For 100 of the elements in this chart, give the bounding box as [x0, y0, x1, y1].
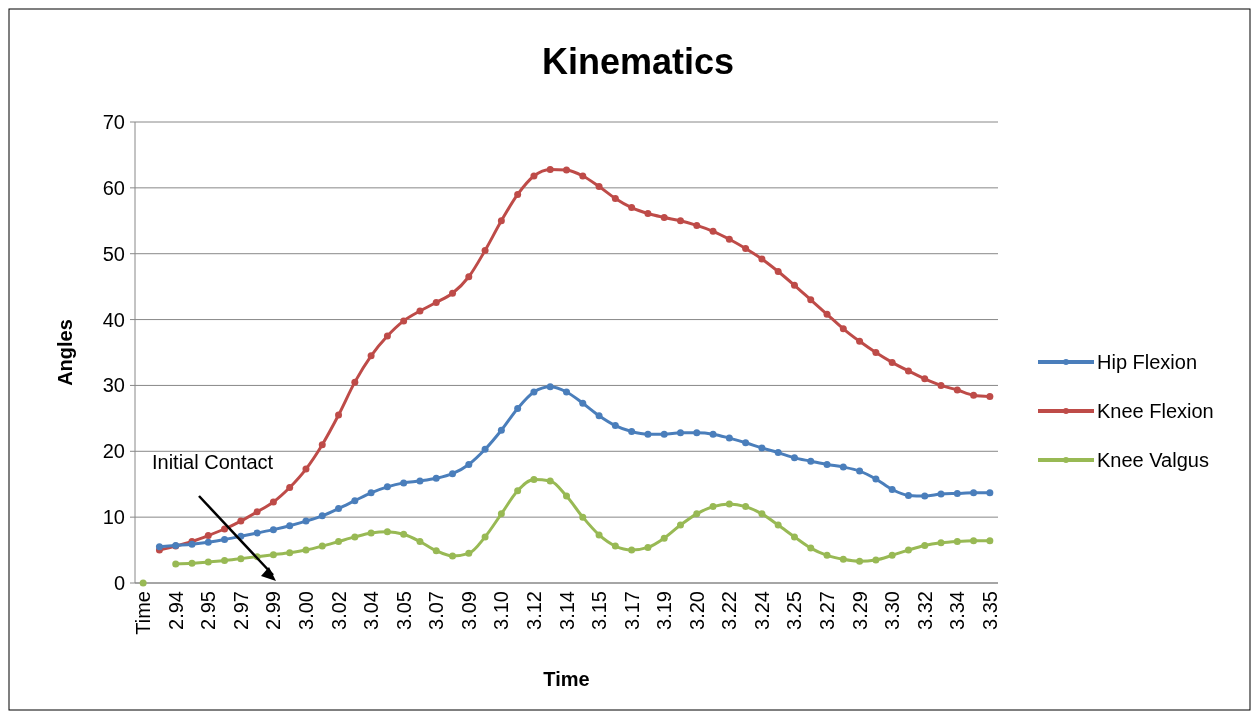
legend-label: Knee Valgus [1097, 449, 1209, 471]
point [514, 190, 522, 198]
point [676, 217, 684, 225]
point [269, 498, 277, 506]
point [839, 463, 847, 471]
point [709, 227, 717, 235]
y-tick-label: 30 [102, 374, 125, 397]
point [709, 430, 717, 438]
point [318, 542, 326, 550]
point [611, 542, 619, 550]
point [563, 492, 570, 500]
point [790, 533, 798, 541]
chart-title: Kinematics [541, 41, 735, 82]
point [644, 210, 652, 218]
point [953, 386, 961, 394]
point [742, 244, 750, 252]
point [416, 538, 424, 546]
x-tick-label: 3.34 [946, 591, 969, 630]
point [856, 557, 864, 565]
point [221, 525, 229, 533]
y-tick-label: 40 [102, 308, 125, 331]
point [644, 543, 652, 551]
point [367, 529, 375, 537]
point [644, 430, 652, 438]
point [693, 429, 701, 437]
point [807, 296, 815, 304]
x-tick-label: 3.27 [816, 591, 839, 630]
point [823, 551, 831, 559]
point [888, 551, 896, 559]
point [758, 444, 766, 452]
point [921, 541, 929, 549]
point [904, 491, 912, 499]
point [253, 508, 261, 516]
point [351, 378, 359, 386]
point [628, 428, 636, 436]
point [432, 298, 440, 306]
point [481, 445, 489, 453]
point [383, 332, 391, 340]
point [888, 358, 896, 366]
x-tick-label: 2.95 [197, 591, 220, 630]
point [351, 497, 359, 505]
point [318, 441, 326, 449]
point [807, 457, 815, 465]
x-tick-label: 3.32 [913, 591, 936, 630]
point [595, 412, 603, 420]
point [839, 555, 847, 563]
point [904, 367, 912, 375]
point [188, 559, 196, 567]
x-tick-label: 3.04 [360, 591, 383, 630]
x-tick-label: Time [132, 591, 155, 635]
y-tick-label: 0 [113, 572, 125, 594]
x-tick-label: 2.97 [229, 591, 252, 630]
point [872, 349, 880, 356]
point [367, 489, 375, 497]
point [269, 526, 277, 534]
point [530, 172, 538, 180]
y-tick-label: 10 [102, 506, 125, 529]
point [856, 337, 864, 345]
point [807, 544, 815, 552]
point [611, 422, 619, 430]
x-tick-label: 3.10 [490, 591, 513, 630]
point [921, 375, 929, 383]
point [383, 483, 391, 491]
point [937, 490, 945, 498]
y-tick-label: 60 [102, 176, 125, 199]
point [937, 381, 945, 389]
point [237, 517, 245, 525]
point [400, 479, 408, 487]
point [725, 500, 733, 508]
point [660, 213, 668, 221]
x-axis-title: Time [543, 668, 590, 690]
point [709, 503, 717, 511]
point [335, 505, 343, 513]
point [676, 521, 684, 529]
legend-label: Knee Flexion [1097, 400, 1214, 422]
point [481, 533, 489, 541]
point [579, 172, 587, 180]
point [253, 529, 261, 537]
point [660, 430, 668, 438]
point [725, 235, 733, 243]
x-tick-label: 2.94 [164, 591, 187, 630]
x-tick-label: 3.02 [327, 591, 350, 630]
point [856, 467, 864, 475]
point [872, 475, 880, 483]
point [937, 539, 945, 547]
point [546, 165, 554, 173]
point [286, 484, 294, 492]
y-tick-label: 70 [102, 111, 125, 133]
point [774, 268, 782, 275]
legend-label: Hip Flexion [1097, 351, 1198, 373]
point [416, 307, 424, 315]
point [758, 255, 766, 263]
point [514, 404, 522, 412]
point [302, 517, 310, 525]
point [823, 310, 831, 318]
point [302, 546, 310, 554]
point [595, 531, 603, 539]
point [449, 289, 457, 297]
point [546, 383, 554, 391]
point [318, 512, 326, 520]
